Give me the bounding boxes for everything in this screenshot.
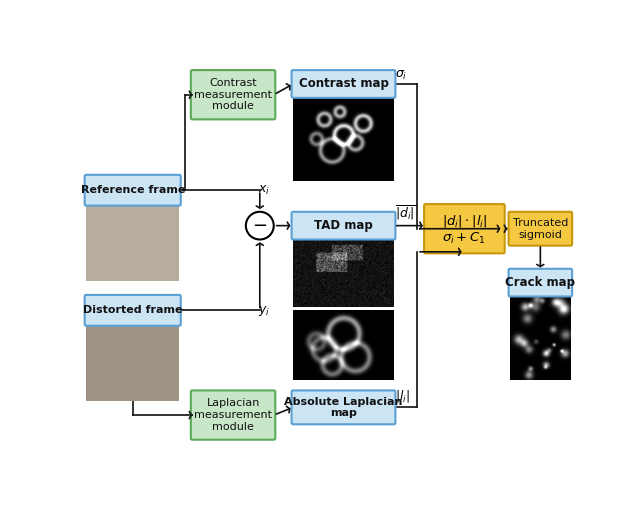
FancyBboxPatch shape bbox=[191, 70, 275, 120]
Text: $\overline{|d_i|}$: $\overline{|d_i|}$ bbox=[396, 204, 417, 222]
Text: Crack map: Crack map bbox=[506, 276, 575, 289]
FancyBboxPatch shape bbox=[84, 295, 180, 326]
Circle shape bbox=[246, 212, 274, 240]
Text: Distorted frame: Distorted frame bbox=[83, 305, 182, 315]
Text: −: − bbox=[252, 217, 268, 236]
Text: $|d_i| \cdot |l_i|$: $|d_i| \cdot |l_i|$ bbox=[442, 213, 487, 229]
Text: $|l_i|$: $|l_i|$ bbox=[396, 388, 410, 404]
Text: Contrast map: Contrast map bbox=[299, 77, 388, 90]
FancyBboxPatch shape bbox=[509, 212, 572, 245]
Text: Reference frame: Reference frame bbox=[81, 185, 185, 195]
FancyBboxPatch shape bbox=[191, 391, 275, 440]
Text: Truncated
sigmoid: Truncated sigmoid bbox=[513, 218, 568, 240]
FancyBboxPatch shape bbox=[509, 269, 572, 296]
Text: Contrast
measurement
module: Contrast measurement module bbox=[194, 78, 272, 111]
FancyBboxPatch shape bbox=[424, 204, 505, 253]
Text: $\sigma_i + C_1$: $\sigma_i + C_1$ bbox=[442, 230, 486, 245]
FancyBboxPatch shape bbox=[292, 391, 396, 424]
Text: $x_i$: $x_i$ bbox=[259, 184, 270, 197]
Text: Absolute Laplacian
map: Absolute Laplacian map bbox=[284, 397, 403, 418]
FancyBboxPatch shape bbox=[84, 175, 180, 205]
FancyBboxPatch shape bbox=[292, 212, 396, 240]
Text: $\sigma_i$: $\sigma_i$ bbox=[396, 69, 408, 82]
Text: TAD map: TAD map bbox=[314, 219, 373, 232]
Text: $y_i$: $y_i$ bbox=[259, 304, 270, 318]
Text: Laplacian
measurement
module: Laplacian measurement module bbox=[194, 398, 272, 432]
FancyBboxPatch shape bbox=[292, 70, 396, 98]
